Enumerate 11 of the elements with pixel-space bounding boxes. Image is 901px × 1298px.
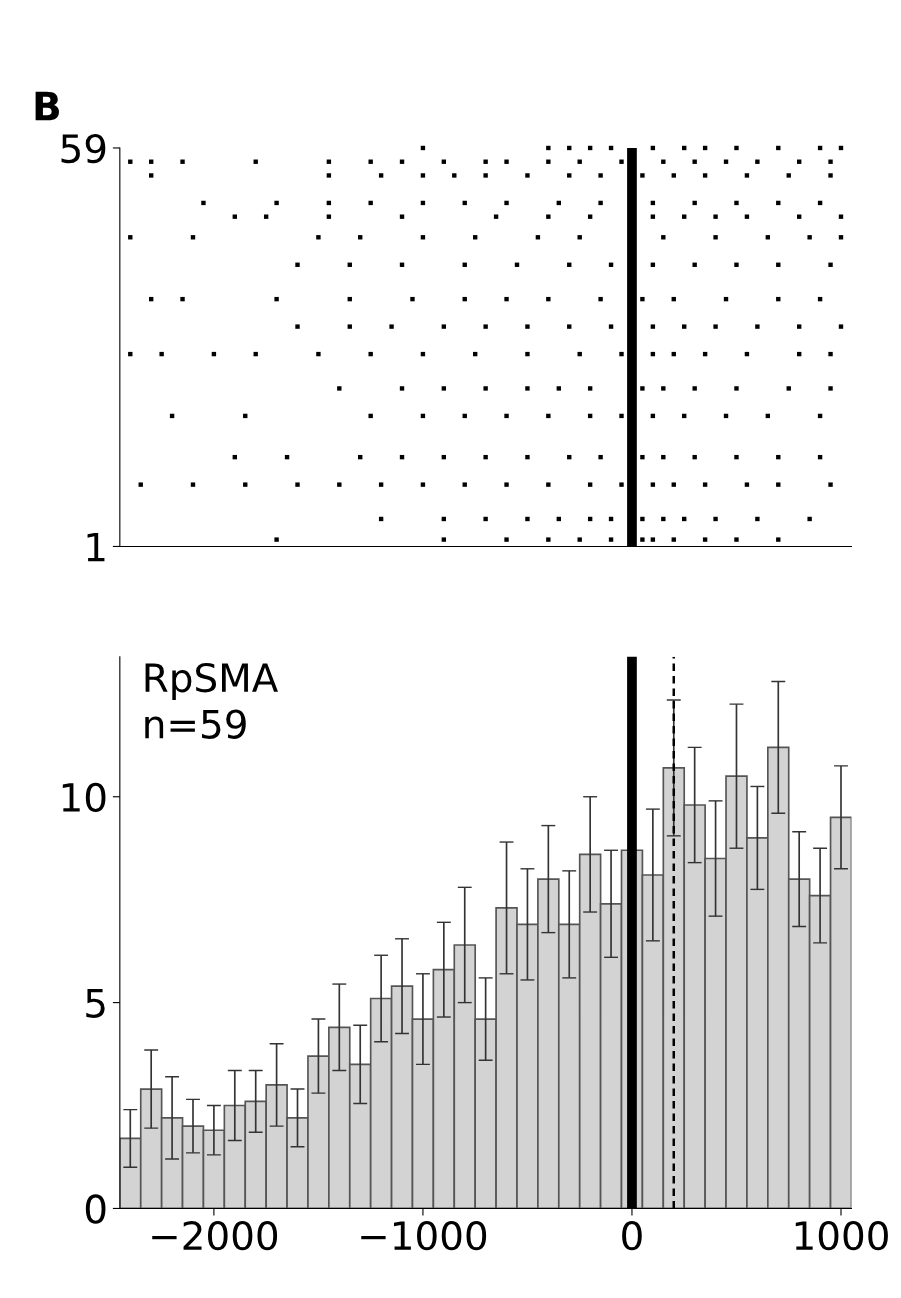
y-tick-label: 5 — [86, 989, 105, 1018]
y-tick-label: 1 — [87, 532, 105, 562]
y-tick-label: 59 — [61, 133, 106, 164]
y-tick-label: 10 — [62, 782, 106, 813]
x-tick-label: −2000 — [152, 1220, 278, 1251]
x-tick-label: 1000 — [795, 1220, 888, 1251]
x-tick-label: 0 — [622, 1220, 642, 1251]
x-tick-label: −1000 — [361, 1220, 487, 1251]
annotation: RpSMA n=59 — [145, 662, 279, 739]
chart-title: B — [35, 91, 59, 121]
y-tick-label: 0 — [85, 1194, 106, 1224]
